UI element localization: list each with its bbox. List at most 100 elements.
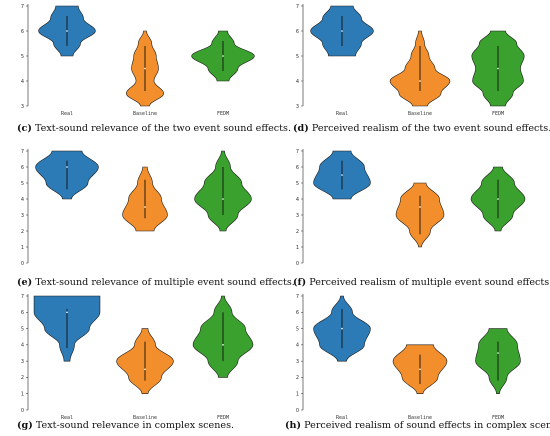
y-tick-label: 7 <box>296 149 299 155</box>
caption-h-letter: (h) <box>285 420 302 431</box>
median-marker <box>222 198 224 200</box>
caption-h-text: Perceived realism of sound effects in co… <box>304 420 550 431</box>
y-tick-label: 3 <box>296 104 299 110</box>
y-tick-label: 5 <box>296 181 299 187</box>
y-tick-label: 3 <box>21 359 24 365</box>
median-marker <box>144 368 146 371</box>
median-marker <box>222 344 224 346</box>
caption-e-text: Text-sound relevance of multiple event s… <box>35 277 295 288</box>
panel-g: 0 1 2 3 4 5 6 7 Real Baseline FEDM <box>0 292 275 434</box>
y-tick-label: 2 <box>21 375 24 381</box>
y-tick-label: 2 <box>296 229 299 235</box>
x-category-label: FEDM <box>217 415 229 421</box>
y-tick-label: 1 <box>296 245 299 251</box>
x-category-label: Real <box>61 111 73 117</box>
y-tick-label: 3 <box>296 359 299 365</box>
y-tick-label: 4 <box>21 197 24 203</box>
x-category-label: Real <box>336 111 348 117</box>
caption-h: (h) Perceived realism of sound effects i… <box>285 420 550 431</box>
x-category-label: Baseline <box>408 415 432 421</box>
caption-d: (d) Perceived realism of the two event s… <box>293 123 550 134</box>
caption-c-letter: (c) <box>17 123 32 134</box>
y-tick-label: 1 <box>21 392 24 398</box>
y-tick-label: 5 <box>296 54 299 60</box>
median-marker <box>419 80 421 82</box>
caption-g-letter: (g) <box>17 420 33 431</box>
x-category-label: Baseline <box>133 415 157 421</box>
median-marker <box>144 206 146 208</box>
y-tick-label: 6 <box>296 310 299 316</box>
x-category-label: Baseline <box>408 111 432 117</box>
y-tick-label: 0 <box>21 408 24 414</box>
caption-g-text: Text-sound relevance in complex scenes. <box>35 420 235 431</box>
y-tick-label: 2 <box>296 375 299 381</box>
median-marker <box>66 166 68 168</box>
caption-c-text: Text-sound relevance of the two event so… <box>34 123 292 134</box>
x-category-label: Baseline <box>133 111 157 117</box>
caption-f-text: Perceived realism of multiple event soun… <box>309 277 550 288</box>
x-category-label: Real <box>336 415 348 421</box>
caption-f-letter: (f) <box>293 277 307 288</box>
median-marker <box>419 206 421 208</box>
caption-d-letter: (d) <box>293 123 309 134</box>
panel-c: 3 4 5 6 7 Real Baseline FEDM <box>0 0 275 142</box>
y-tick-label: 2 <box>21 229 24 235</box>
y-tick-label: 1 <box>21 245 24 251</box>
y-tick-label: 3 <box>21 104 24 110</box>
y-tick-label: 7 <box>21 149 24 155</box>
y-tick-label: 7 <box>21 294 24 300</box>
median-marker <box>497 67 499 70</box>
y-tick-label: 4 <box>21 343 24 349</box>
median-marker <box>341 174 343 176</box>
median-marker <box>419 368 421 371</box>
y-tick-label: 5 <box>296 326 299 332</box>
y-tick-label: 0 <box>296 408 299 414</box>
panel-h: 0 1 2 3 4 5 6 7 Real Baseline FEDM <box>275 292 550 434</box>
y-tick-label: 4 <box>296 197 299 203</box>
caption-g: (g) Text-sound relevance in complex scen… <box>17 420 234 431</box>
caption-c: (c) Text-sound relevance of the two even… <box>17 123 291 134</box>
median-marker <box>144 67 146 70</box>
median-marker <box>222 55 224 57</box>
caption-e: (e) Text-sound relevance of multiple eve… <box>17 277 295 288</box>
y-tick-label: 0 <box>296 261 299 267</box>
y-tick-label: 4 <box>296 343 299 349</box>
median-marker <box>341 327 343 330</box>
y-tick-label: 1 <box>296 392 299 398</box>
caption-e-letter: (e) <box>17 277 33 288</box>
violin-chart-d: 3 4 5 6 7 Real Baseline FEDM <box>296 4 525 117</box>
y-tick-label: 3 <box>296 213 299 219</box>
y-tick-label: 4 <box>21 79 24 85</box>
y-tick-label: 0 <box>21 261 24 267</box>
violin-chart-h: 0 1 2 3 4 5 6 7 Real Baseline FEDM <box>296 294 521 421</box>
median-marker <box>341 30 343 32</box>
x-category-label: FEDM <box>217 111 229 117</box>
y-tick-label: 6 <box>21 165 24 171</box>
x-category-label: FEDM <box>492 111 504 117</box>
y-tick-label: 7 <box>296 4 299 10</box>
x-category-label: Real <box>61 415 73 421</box>
y-tick-label: 6 <box>21 310 24 316</box>
caption-d-text: Perceived realism of the two event sound… <box>311 123 550 134</box>
median-marker <box>66 311 68 314</box>
y-tick-label: 7 <box>296 294 299 300</box>
violin-chart-g: 0 1 2 3 4 5 6 7 Real Baseline FEDM <box>21 294 254 421</box>
y-tick-label: 5 <box>21 181 24 187</box>
y-tick-label: 5 <box>21 326 24 332</box>
x-category-label: FEDM <box>492 415 504 421</box>
y-tick-label: 6 <box>296 165 299 171</box>
y-tick-label: 5 <box>21 54 24 60</box>
caption-f: (f) Perceived realism of multiple event … <box>293 277 550 288</box>
y-tick-label: 7 <box>21 4 24 10</box>
y-tick-label: 4 <box>296 79 299 85</box>
y-tick-label: 3 <box>21 213 24 219</box>
median-marker <box>66 30 68 32</box>
violin-chart-c: 3 4 5 6 7 Real Baseline FEDM <box>21 4 255 117</box>
median-marker <box>497 352 499 354</box>
median-marker <box>497 198 499 200</box>
y-tick-label: 6 <box>296 29 299 35</box>
